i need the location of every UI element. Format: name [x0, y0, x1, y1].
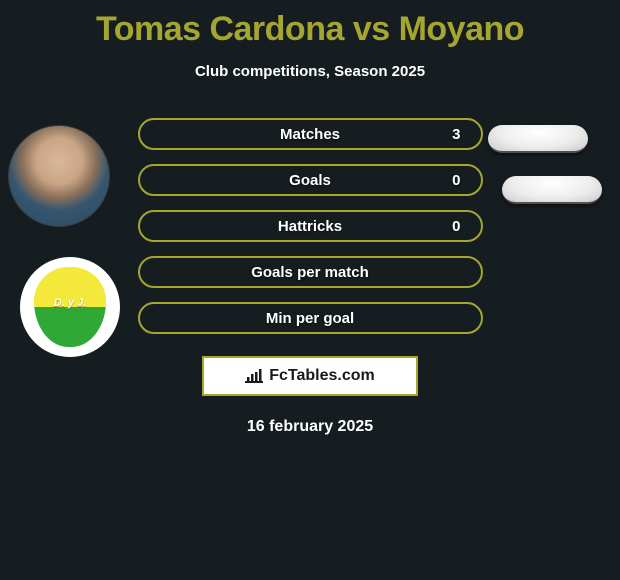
stat-value: 0 — [452, 172, 460, 189]
stat-row-min-per-goal: Min per goal — [138, 302, 483, 334]
club-shield-text: D. y J. — [54, 297, 86, 309]
comparison-pill-1 — [488, 125, 588, 153]
stat-row-matches: Matches 3 — [138, 118, 483, 150]
stat-value: 3 — [452, 126, 460, 143]
stat-label: Hattricks — [278, 218, 342, 235]
stat-label: Goals per match — [251, 264, 369, 281]
club-shield: D. y J. — [34, 267, 106, 347]
date-text: 16 february 2025 — [0, 418, 620, 436]
player-avatar — [8, 125, 110, 227]
comparison-pill-2 — [502, 176, 602, 204]
stat-label: Min per goal — [266, 310, 354, 327]
stat-row-goals-per-match: Goals per match — [138, 256, 483, 288]
stat-label: Goals — [289, 172, 331, 189]
brand-text: FcTables.com — [269, 367, 375, 385]
stat-label: Matches — [280, 126, 340, 143]
page-title: Tomas Cardona vs Moyano — [0, 0, 620, 49]
page-subtitle: Club competitions, Season 2025 — [0, 63, 620, 80]
stat-value: 0 — [452, 218, 460, 235]
club-avatar: D. y J. — [20, 257, 120, 357]
bar-chart-icon — [245, 369, 263, 383]
stat-row-goals: Goals 0 — [138, 164, 483, 196]
brand-box[interactable]: FcTables.com — [202, 356, 418, 396]
stat-row-hattricks: Hattricks 0 — [138, 210, 483, 242]
